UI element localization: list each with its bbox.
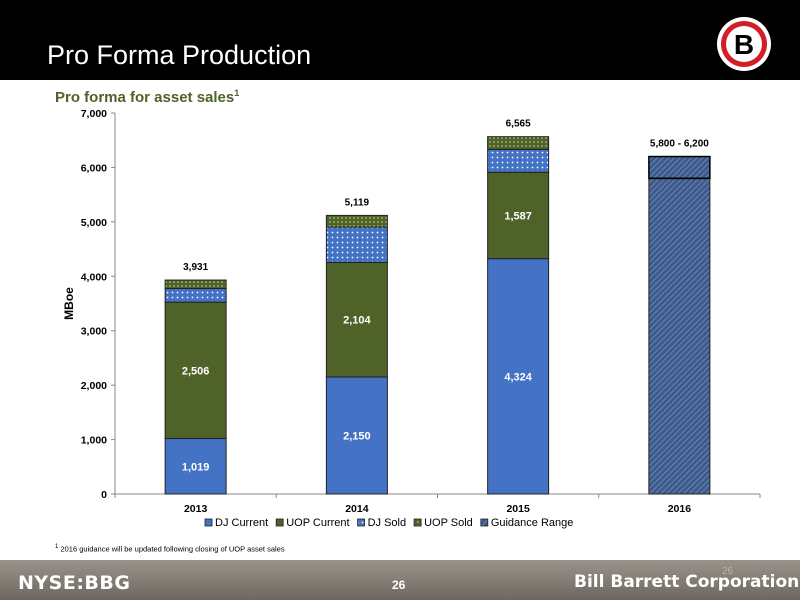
bar-value-label: 2,150	[343, 430, 371, 442]
footnote-text: 2016 guidance will be updated following …	[60, 544, 285, 554]
chart-legend: DJ Current UOP Current DJ Sold UOP Sold Guid…	[204, 517, 574, 529]
footnote-marker: 1	[55, 544, 59, 550]
bar-guidance-range	[648, 177, 711, 495]
bar-uop-sold	[325, 214, 388, 228]
y-tick-label: 3,000	[81, 326, 107, 338]
legend-label-dj-sold: DJ Sold	[368, 517, 407, 529]
legend-swatch-guidance-range	[480, 518, 489, 527]
footnote: 1 2016 guidance will be updated followin…	[55, 544, 285, 554]
y-tick-label: 2,000	[81, 380, 107, 392]
footer-bar	[0, 560, 800, 600]
bar-total-label: 3,931	[183, 262, 208, 273]
chart-data-labels: 1,019 2,506 3,931 2,150 2,104 5,119 4,324 1,587…	[182, 119, 709, 474]
chart-bars	[164, 136, 711, 495]
production-chart: 0 1,000 2,000 3,000 4,000 5,000 6,000 7,000 2013…	[62, 108, 761, 529]
stock-ticker: NYSE:BBG	[18, 572, 131, 594]
legend-swatch-uop-current	[275, 518, 284, 527]
bar-uop-sold	[164, 279, 227, 290]
y-tick-label: 6,000	[81, 162, 107, 174]
y-tick-label: 7,000	[81, 108, 107, 120]
legend-label-uop-sold: UOP Sold	[424, 517, 473, 529]
page-title: Pro Forma Production	[47, 40, 312, 70]
bar-value-label: 1,019	[182, 461, 210, 473]
legend-label-guidance-range: Guidance Range	[491, 517, 574, 529]
x-tick-label: 2013	[184, 503, 208, 515]
page-number-ghost: 26	[722, 566, 734, 577]
bar-total-label: 5,119	[345, 197, 370, 208]
bar-uop-current	[487, 171, 550, 260]
x-tick-label: 2016	[668, 503, 692, 515]
legend-label-dj-current: DJ Current	[215, 517, 268, 529]
bar-dj-current	[164, 438, 227, 495]
bar-guidance-range-extent	[648, 155, 711, 180]
bar-value-label: 2,506	[182, 365, 210, 377]
bar-uop-current	[164, 301, 227, 440]
company-logo: B	[717, 17, 771, 71]
bar-uop-sold	[487, 136, 550, 150]
y-tick-label: 5,000	[81, 217, 107, 229]
y-tick-label: 4,000	[81, 271, 107, 283]
header-bar	[0, 0, 800, 80]
x-tick-label: 2014	[345, 503, 369, 515]
y-tick-label: 0	[101, 489, 107, 501]
legend-swatch-dj-sold	[357, 518, 365, 527]
company-name: Bill Barrett Corporation	[574, 572, 800, 592]
legend-swatch-uop-sold	[413, 518, 422, 527]
bar-value-label: 1,587	[504, 210, 532, 222]
bar-value-label: 4,324	[504, 371, 532, 383]
legend-label-uop-current: UOP Current	[286, 517, 349, 529]
page-number: 26	[392, 578, 406, 592]
bar-value-label: 2,104	[343, 315, 371, 327]
bar-total-label: 6,565	[506, 119, 531, 130]
bar-dj-sold	[164, 288, 227, 303]
x-tick-label: 2015	[506, 503, 530, 515]
bar-dj-sold	[487, 148, 550, 173]
logo-letter: B	[734, 29, 754, 60]
bar-dj-sold	[325, 226, 388, 263]
bar-dj-current	[325, 376, 388, 495]
y-tick-label: 1,000	[81, 435, 107, 447]
chart-subtitle: Pro forma for asset sales1	[55, 88, 239, 106]
bar-uop-current	[325, 261, 388, 378]
bar-total-label: 5,800 - 6,200	[650, 139, 709, 150]
bar-dj-current	[487, 258, 550, 495]
legend-swatch-dj-current	[204, 518, 213, 527]
subtitle-text: Pro forma for asset sales	[55, 89, 235, 106]
subtitle-footnote-marker: 1	[234, 88, 240, 98]
y-axis-label: MBoe	[62, 287, 76, 320]
